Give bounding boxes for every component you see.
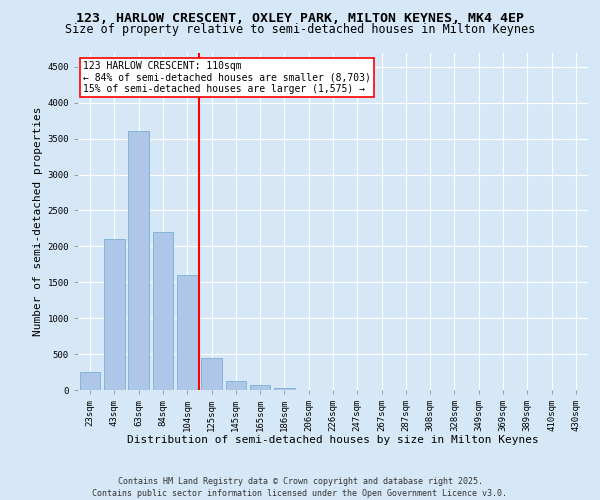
Text: 123 HARLOW CRESCENT: 110sqm
← 84% of semi-detached houses are smaller (8,703)
15: 123 HARLOW CRESCENT: 110sqm ← 84% of sem… xyxy=(83,61,371,94)
Text: 123, HARLOW CRESCENT, OXLEY PARK, MILTON KEYNES, MK4 4EP: 123, HARLOW CRESCENT, OXLEY PARK, MILTON… xyxy=(76,12,524,26)
Y-axis label: Number of semi-detached properties: Number of semi-detached properties xyxy=(34,106,43,336)
X-axis label: Distribution of semi-detached houses by size in Milton Keynes: Distribution of semi-detached houses by … xyxy=(127,436,539,446)
Text: Contains HM Land Registry data © Crown copyright and database right 2025.
Contai: Contains HM Land Registry data © Crown c… xyxy=(92,476,508,498)
Bar xyxy=(250,386,271,390)
Bar xyxy=(201,358,222,390)
Bar xyxy=(177,275,197,390)
Bar xyxy=(104,239,125,390)
Bar xyxy=(80,372,100,390)
Bar xyxy=(274,388,295,390)
Bar xyxy=(226,380,246,390)
Bar xyxy=(152,232,173,390)
Text: Size of property relative to semi-detached houses in Milton Keynes: Size of property relative to semi-detach… xyxy=(65,22,535,36)
Bar xyxy=(128,132,149,390)
